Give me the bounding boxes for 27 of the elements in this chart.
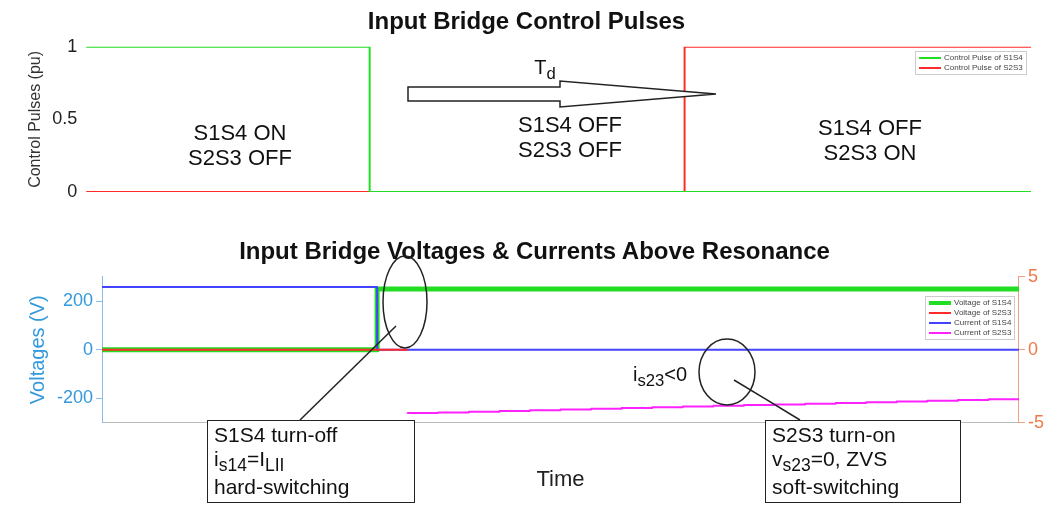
annotation: i$_{s23}$<0 bbox=[631, 363, 689, 391]
legend-label: Control Pulse of S2S3 bbox=[944, 62, 1023, 73]
y-tick-label: 0 bbox=[67, 180, 78, 201]
y2-tick-label: 0 bbox=[1028, 338, 1039, 359]
x-axis-title: Time bbox=[536, 465, 585, 491]
y-axis-title: Control Pulses (pu) bbox=[26, 50, 44, 188]
y2-tick-label: -5 bbox=[1028, 411, 1045, 432]
chart-title: Input Bridge Voltages & Currents Above Resonance bbox=[239, 237, 830, 265]
text: S1S4 turn-off i$_{s14}$=I$_{LII}$ hard-switching bbox=[207, 420, 415, 503]
legend-label: Current of S2S3 bbox=[953, 327, 1012, 338]
legend-label: Current of S1S4 bbox=[953, 317, 1012, 328]
y-tick-label: 0.5 bbox=[52, 108, 78, 129]
text: S2S3 turn-on v$_{s23}$=0, ZVS soft-switching bbox=[765, 420, 961, 503]
y2-tick-label: 5 bbox=[1028, 265, 1039, 286]
legend-label: Voltage of S2S3 bbox=[953, 307, 1012, 318]
chart-title: Input Bridge Control Pulses bbox=[367, 7, 686, 35]
annotation: T$_{d}$ bbox=[533, 56, 557, 84]
legend-label: Control Pulse of S1S4 bbox=[944, 52, 1023, 63]
y-tick-label: 1 bbox=[67, 35, 78, 56]
annotation: S1S4 OFF S2S3 OFF bbox=[517, 112, 623, 163]
y-tick-label: 0 bbox=[83, 338, 94, 359]
y-tick-label: -200 bbox=[57, 387, 94, 408]
y-tick-label: 200 bbox=[62, 290, 94, 311]
annotation: S1S4 OFF S2S3 ON bbox=[817, 115, 923, 166]
y-axis-title: Voltages (V) bbox=[25, 295, 48, 405]
annotation: S1S4 ON S2S3 OFF bbox=[187, 120, 293, 171]
legend-label: Voltage of S1S4 bbox=[953, 297, 1012, 308]
